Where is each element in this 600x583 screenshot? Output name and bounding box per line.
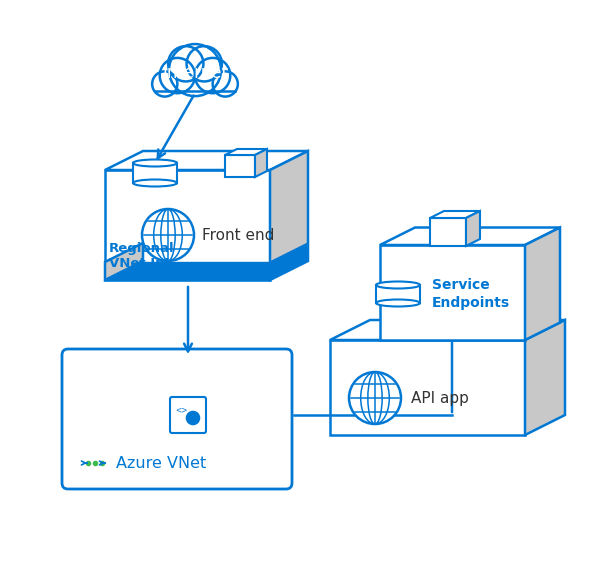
Circle shape — [212, 71, 238, 97]
Ellipse shape — [133, 160, 177, 167]
Text: Service
Endpoints: Service Endpoints — [432, 278, 510, 310]
Text: Front end: Front end — [202, 227, 274, 243]
Polygon shape — [105, 170, 270, 280]
Circle shape — [187, 46, 222, 82]
Polygon shape — [380, 245, 525, 340]
Polygon shape — [525, 320, 565, 435]
Circle shape — [195, 58, 230, 93]
Polygon shape — [105, 243, 143, 280]
FancyBboxPatch shape — [170, 397, 206, 433]
Circle shape — [142, 209, 194, 261]
Ellipse shape — [133, 180, 177, 187]
Circle shape — [152, 71, 178, 97]
Polygon shape — [255, 149, 267, 177]
Text: Azure VNet: Azure VNet — [116, 455, 206, 470]
Polygon shape — [225, 149, 267, 155]
Text: <>: <> — [176, 406, 188, 415]
Text: API app: API app — [411, 391, 469, 406]
Polygon shape — [380, 227, 560, 245]
Polygon shape — [133, 163, 177, 183]
FancyBboxPatch shape — [62, 349, 292, 489]
Ellipse shape — [376, 282, 420, 289]
Polygon shape — [330, 320, 565, 340]
Polygon shape — [105, 262, 270, 280]
Text: Internet: Internet — [162, 64, 228, 82]
Polygon shape — [225, 155, 255, 177]
Polygon shape — [466, 211, 480, 246]
Circle shape — [160, 58, 195, 93]
Polygon shape — [270, 243, 308, 280]
Circle shape — [349, 372, 401, 424]
Polygon shape — [376, 285, 420, 303]
Polygon shape — [151, 91, 239, 112]
Ellipse shape — [376, 300, 420, 307]
Polygon shape — [105, 151, 308, 170]
Polygon shape — [330, 340, 525, 435]
Circle shape — [169, 44, 221, 96]
Text: Regional
VNet Int: Regional VNet Int — [109, 242, 175, 270]
Polygon shape — [430, 211, 480, 218]
Polygon shape — [270, 151, 308, 280]
Polygon shape — [430, 218, 466, 246]
Circle shape — [185, 410, 201, 426]
Circle shape — [168, 46, 203, 82]
Polygon shape — [525, 227, 560, 340]
